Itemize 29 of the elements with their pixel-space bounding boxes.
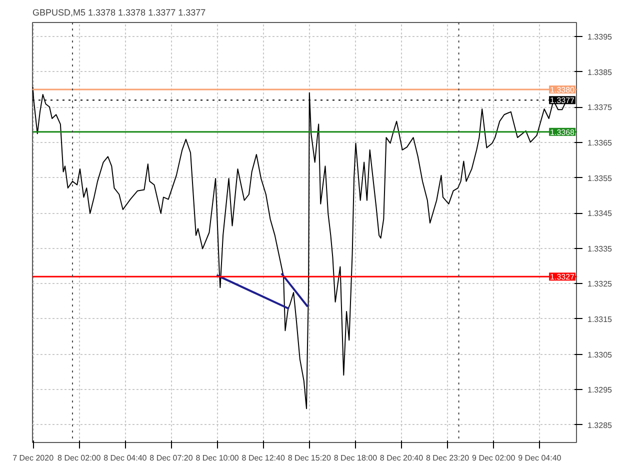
y-tick-label: 1.3375: [588, 103, 613, 112]
y-tick-label: 1.3285: [588, 420, 613, 430]
x-tick-label: 8 Dec 18:00: [334, 454, 378, 462]
ref-line-label: 1.3368: [550, 128, 576, 137]
y-tick-label: 1.3355: [588, 174, 613, 183]
y-tick-label: 1.3315: [588, 314, 613, 324]
x-tick-label: 8 Dec 02:00: [58, 454, 102, 462]
y-tick-label: 1.3325: [588, 280, 613, 289]
ref-line-label: 1.3327: [550, 272, 576, 282]
y-tick-label: 1.3395: [588, 32, 613, 42]
x-tick-label: 9 Dec 02:00: [472, 454, 516, 462]
ref-line-label: 1.3380: [550, 86, 576, 95]
y-tick-label: 1.3345: [588, 209, 613, 218]
x-tick-label: 8 Dec 10:00: [196, 454, 240, 462]
x-tick-label: 8 Dec 12:40: [242, 454, 286, 462]
x-tick-label: 8 Dec 20:40: [380, 454, 424, 462]
x-tick-label: 8 Dec 07:20: [150, 454, 194, 462]
x-tick-label: 8 Dec 04:40: [104, 454, 148, 462]
ref-line-label: 1.3377: [550, 96, 576, 106]
x-tick-label: 8 Dec 23:20: [426, 454, 470, 462]
y-tick-label: 1.3335: [588, 244, 613, 254]
y-tick-label: 1.3365: [588, 138, 613, 148]
y-tick-label: 1.3305: [588, 350, 613, 360]
x-tick-label: 8 Dec 15:20: [288, 454, 332, 462]
chart-title: GBPUSD,M5 1.3378 1.3378 1.3377 1.3377: [32, 8, 206, 18]
x-tick-label: 9 Dec 04:40: [518, 454, 562, 462]
y-tick-label: 1.3295: [588, 386, 613, 395]
x-tick-label: 7 Dec 2020: [12, 454, 54, 462]
y-tick-label: 1.3385: [588, 68, 613, 77]
